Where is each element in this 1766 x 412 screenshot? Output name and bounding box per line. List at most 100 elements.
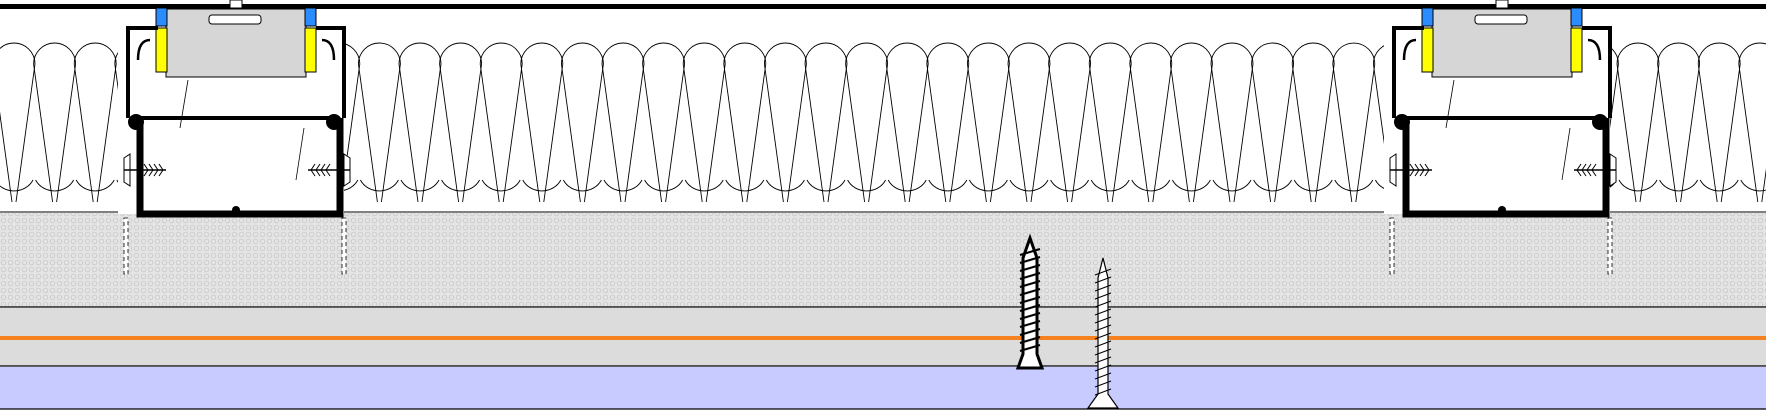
insulation-loop-bottom [1618,179,1658,192]
insulation-loop [1088,42,1132,203]
insulation-loop-bottom [522,179,562,192]
insulation-loop [885,42,929,203]
insulation-loop [1657,42,1701,203]
insulation-loop-bottom [1009,179,1049,192]
insulation-loop-bottom [887,179,927,192]
insulation-loop [1251,42,1295,203]
clip-slot [208,14,262,25]
insulation-loop-bottom [1659,179,1698,192]
insulation-loop-bottom [1131,179,1171,192]
drywall-screw-bold [1015,233,1045,370]
insulation-loop [1738,42,1766,203]
insulation-loop-bottom [725,179,765,192]
insulation-loop-bottom [75,179,115,192]
insulation-loop [1616,42,1660,203]
insulation-loop-bottom [644,179,683,192]
insulation-loop-bottom [563,179,602,192]
insulation-loop-bottom [1050,179,1089,192]
insulation-loop [520,42,564,203]
insulation-loop-bottom [1172,179,1211,192]
clip-pad-yellow [304,27,317,73]
insulation-loop [560,42,604,203]
hanger-hook-left [1392,26,1424,118]
drywall-screw-thin [1086,257,1120,409]
hanger-leg [341,217,347,275]
hanger-hook-right [1582,26,1612,118]
clip-pad-yellow [1570,27,1583,73]
insulation-loop-bottom [1090,179,1130,192]
insulation-loop-bottom [1699,179,1739,192]
insulation-loop [1129,42,1173,203]
clip-slot [1474,14,1528,25]
clip-tab-blue [155,7,168,27]
insulation-loop [723,42,767,203]
insulation-loop [601,42,645,203]
insulation-loop [845,42,889,203]
board-upper [0,308,1766,337]
insulation-loop [439,42,483,203]
insulation-loop [966,42,1010,203]
hanger-assembly [1384,0,1617,275]
insulation-loop [1332,42,1376,203]
hanger-leg [1389,217,1395,275]
vapour-membrane [0,336,1766,340]
insulation-loop-bottom [360,179,399,192]
insulation-loop-bottom [969,179,1008,192]
clip-tab-blue [1570,7,1583,27]
board-lower [0,340,1766,366]
hanger-hook-left [126,26,158,118]
insulation-loop-bottom [35,179,74,192]
insulation-loop-bottom [400,179,440,192]
insulation-loop-bottom [441,179,480,192]
hanger-hook-right [316,26,346,118]
insulation-loop-bottom [847,179,886,192]
insulation-loop-bottom [928,179,968,192]
insulation-loop-bottom [481,179,521,192]
insulation-loop [1291,42,1335,203]
insulation-loop-bottom [1253,179,1292,192]
top-structure-line [0,4,1766,9]
clip-tab-blue [1421,7,1434,27]
ceiling-channel [1402,118,1610,218]
insulation-loop [642,42,686,203]
finish-layer [0,367,1766,409]
hanger-assembly [118,0,351,275]
insulation-loop [1007,42,1051,203]
insulation-loop-bottom [806,179,846,192]
ceiling-channel [136,118,344,218]
hanger-leg [1607,217,1613,275]
insulation-loop-bottom [0,179,34,192]
side-screw [1389,153,1432,187]
insulation-loop-bottom [1293,179,1333,192]
insulation-loop [682,42,726,203]
hanger-leg [123,217,129,275]
insulation-loop [33,42,77,203]
insulation-loop-bottom [684,179,724,192]
insulation-loop [73,42,117,203]
insulation-loop-bottom [1740,179,1766,192]
insulation-loop [804,42,848,203]
insulation-loop-bottom [766,179,805,192]
clip-pad-yellow [155,27,168,73]
insulation-loop [926,42,970,203]
hanger-rod [229,0,243,9]
insulation-loop [398,42,442,203]
insulation-loop-bottom [1212,179,1252,192]
clip-pad-yellow [1421,27,1434,73]
acoustic-layer [0,213,1766,307]
insulation-loop [1697,42,1741,203]
side-screw [308,153,351,187]
insulation-loop [0,42,36,203]
insulation-loop [763,42,807,203]
insulation-loop-bottom [603,179,643,192]
side-screw [123,153,166,187]
side-screw [1574,153,1617,187]
hanger-rod [1495,0,1509,9]
insulation-loop [357,42,401,203]
insulation-loop [479,42,523,203]
insulation-loop-bottom [1334,179,1374,192]
clip-tab-blue [304,7,317,27]
insulation-loop [1169,42,1213,203]
insulation-loop [1048,42,1092,203]
